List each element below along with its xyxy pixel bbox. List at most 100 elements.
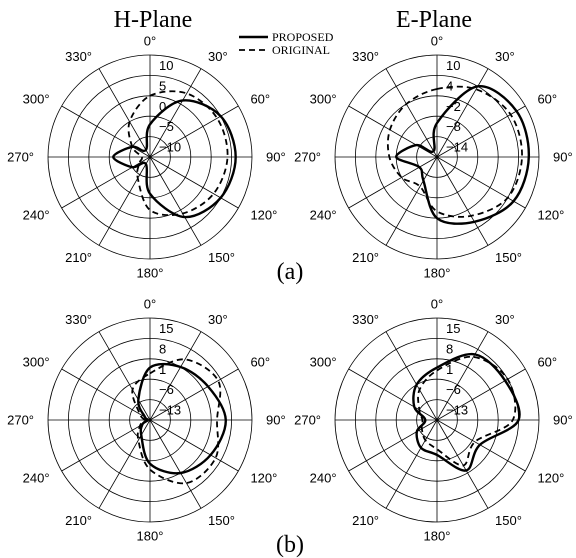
angle-tick-label: 180° bbox=[137, 266, 164, 281]
radial-tick-label: 1 bbox=[159, 362, 166, 377]
radial-tick-label: −6 bbox=[159, 382, 174, 397]
angle-tick-label: 270° bbox=[7, 413, 34, 428]
series-trace-proposed bbox=[112, 99, 237, 219]
angle-tick-label: 150° bbox=[208, 250, 235, 265]
grid-spoke bbox=[149, 156, 239, 209]
radial-tick-label: −6 bbox=[446, 382, 461, 397]
grid-spoke bbox=[348, 419, 438, 472]
grid-spoke bbox=[149, 331, 202, 421]
angle-tick-label: 150° bbox=[495, 250, 522, 265]
angle-tick-label: 210° bbox=[352, 250, 379, 265]
angle-tick-label: 180° bbox=[424, 266, 451, 281]
angle-tick-label: 30° bbox=[495, 49, 515, 64]
angle-tick-label: 90° bbox=[266, 150, 286, 165]
grid-spoke bbox=[385, 156, 438, 246]
radial-tick-label: −14 bbox=[446, 140, 468, 155]
grid-spoke bbox=[149, 419, 202, 509]
grid-spoke bbox=[348, 105, 438, 158]
angle-tick-label: 60° bbox=[250, 92, 270, 107]
series-trace-proposed bbox=[137, 362, 227, 475]
angle-tick-label: 60° bbox=[537, 92, 557, 107]
angle-tick-label: 210° bbox=[65, 513, 92, 528]
grid-spoke bbox=[436, 156, 489, 246]
legend: PROPOSED ORIGINAL bbox=[239, 30, 334, 57]
angle-tick-label: 300° bbox=[310, 92, 337, 107]
grid-spoke bbox=[61, 368, 151, 421]
angle-tick-label: 0° bbox=[431, 297, 443, 312]
series-trace-original bbox=[417, 355, 517, 467]
series-trace-proposed bbox=[412, 352, 521, 472]
grid-spoke bbox=[385, 419, 438, 509]
grid-spoke bbox=[436, 331, 489, 421]
grid-spoke bbox=[436, 419, 489, 509]
angle-tick-label: 210° bbox=[65, 250, 92, 265]
angle-tick-label: 90° bbox=[266, 413, 286, 428]
radial-tick-label: 8 bbox=[159, 341, 166, 356]
radial-tick-label: −5 bbox=[159, 119, 174, 134]
angle-tick-label: 150° bbox=[208, 513, 235, 528]
legend-label-proposed: PROPOSED bbox=[272, 30, 334, 44]
radial-tick-label: 10 bbox=[446, 58, 460, 73]
angle-tick-label: 330° bbox=[352, 312, 379, 327]
radial-tick-label: −13 bbox=[446, 403, 468, 418]
radial-tick-label: 5 bbox=[159, 78, 166, 93]
grid-spoke bbox=[61, 156, 151, 209]
radial-tick-label: −10 bbox=[159, 140, 181, 155]
angle-tick-label: 120° bbox=[250, 471, 277, 486]
angle-tick-label: 0° bbox=[144, 297, 156, 312]
radial-tick-label: 4 bbox=[446, 78, 453, 93]
grid-spoke bbox=[98, 331, 151, 421]
grid-spoke bbox=[98, 419, 151, 509]
panel-label-b: (b) bbox=[276, 532, 304, 558]
grid-spoke bbox=[436, 368, 526, 421]
grid-spoke bbox=[149, 156, 202, 246]
radial-tick-label: −13 bbox=[159, 403, 181, 418]
angle-tick-label: 90° bbox=[553, 413, 573, 428]
angle-tick-label: 180° bbox=[424, 529, 451, 544]
grid-spoke bbox=[61, 105, 151, 158]
grid-spoke bbox=[98, 156, 151, 246]
grid-spoke bbox=[385, 68, 438, 158]
angle-tick-label: 120° bbox=[537, 208, 564, 223]
series-trace-proposed bbox=[395, 85, 531, 225]
angle-tick-label: 30° bbox=[208, 49, 228, 64]
angle-tick-label: 90° bbox=[553, 150, 573, 165]
angle-tick-label: 0° bbox=[144, 34, 156, 49]
angle-tick-label: 180° bbox=[137, 529, 164, 544]
grid-spoke bbox=[149, 68, 202, 158]
polar-plot-e-plane-a: 0° 30° 60° 90° 120° 150° 180° 210° 240° 270° 300° 3… bbox=[294, 34, 573, 281]
angle-tick-label: 0° bbox=[431, 34, 443, 49]
polar-plot-h-plane-b: 0° 30° 60° 90° 120° 150° 180° 210° 240° 270° 300° 3… bbox=[7, 297, 286, 544]
grid-spoke bbox=[385, 331, 438, 421]
radial-tick-label: 15 bbox=[159, 321, 173, 336]
panel-label-a: (a) bbox=[277, 259, 304, 285]
grid-spoke bbox=[436, 68, 489, 158]
grid-spoke bbox=[98, 68, 151, 158]
grid-spoke bbox=[436, 419, 526, 472]
angle-tick-label: 240° bbox=[23, 471, 50, 486]
radial-tick-label: −8 bbox=[446, 119, 461, 134]
series-trace-original bbox=[386, 85, 523, 218]
angle-tick-label: 240° bbox=[310, 208, 337, 223]
legend-label-original: ORIGINAL bbox=[272, 43, 330, 57]
grid-spoke bbox=[436, 156, 526, 209]
grid-spoke bbox=[61, 419, 151, 472]
angle-tick-label: 330° bbox=[65, 49, 92, 64]
angle-tick-label: 60° bbox=[250, 355, 270, 370]
radial-tick-label: 8 bbox=[446, 341, 453, 356]
angle-tick-label: 270° bbox=[294, 150, 321, 165]
radial-tick-label: 1 bbox=[446, 362, 453, 377]
angle-tick-label: 240° bbox=[23, 208, 50, 223]
radial-tick-label: 10 bbox=[159, 58, 173, 73]
angle-tick-label: 300° bbox=[310, 355, 337, 370]
angle-tick-label: 300° bbox=[23, 355, 50, 370]
angle-tick-label: 210° bbox=[352, 513, 379, 528]
polar-plot-h-plane-a: 0° 30° 60° 90° 120° 150° 180° 210° 240° 270° 300° 3… bbox=[7, 34, 286, 281]
radial-tick-label: 0 bbox=[159, 99, 166, 114]
angle-tick-label: 120° bbox=[537, 471, 564, 486]
angle-tick-label: 270° bbox=[294, 413, 321, 428]
radial-tick-label: 15 bbox=[446, 321, 460, 336]
polar-plot-e-plane-b: 0° 30° 60° 90° 120° 150° 180° 210° 240° 270° 300° 3… bbox=[294, 297, 573, 544]
grid-spoke bbox=[348, 368, 438, 421]
